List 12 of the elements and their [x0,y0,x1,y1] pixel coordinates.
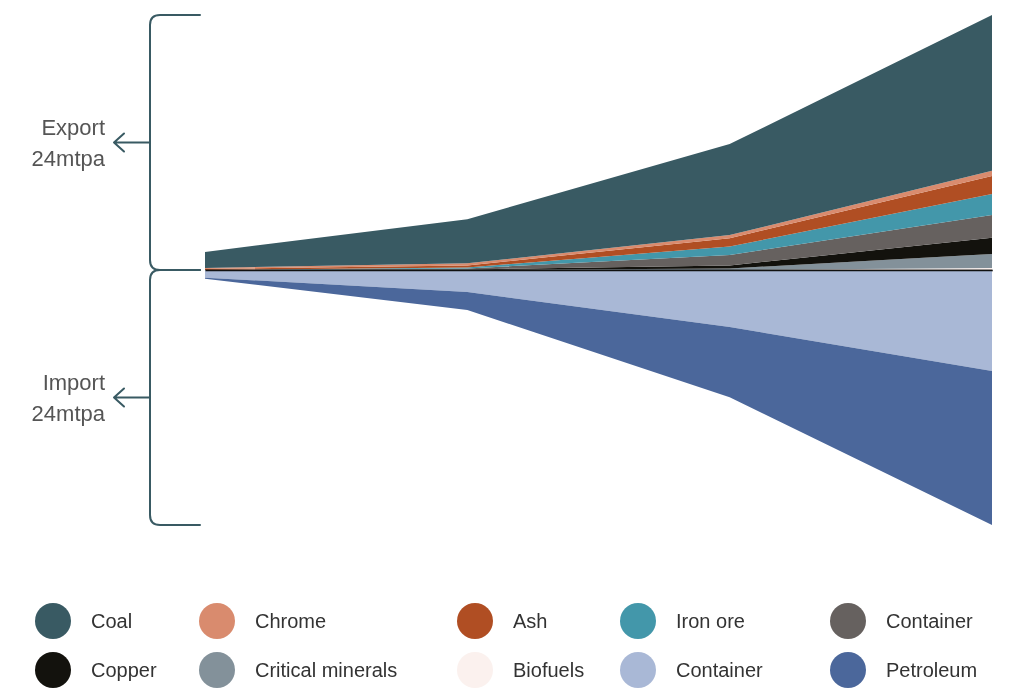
legend-label: Iron ore [676,610,745,632]
legend-label: Biofuels [513,659,585,681]
text: Export 24mtpa [31,114,106,171]
text: Import 24mtpa [31,369,106,426]
legend-label: Ash [513,610,548,632]
legend-label: Container [886,610,974,632]
legend-label: Coal [91,610,133,632]
legend-label: Chrome [255,610,327,632]
legend-label: Critical minerals [255,659,398,681]
legend-label: Copper [91,659,157,681]
legend-label: Container [676,659,764,681]
legend-label: Petroleum [886,659,978,681]
